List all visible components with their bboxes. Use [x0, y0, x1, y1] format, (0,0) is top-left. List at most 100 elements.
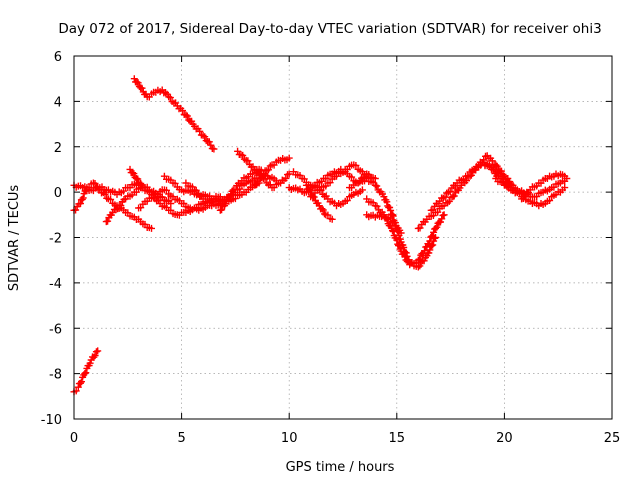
- series-arc-11: [234, 147, 293, 192]
- data-point: [107, 196, 115, 203]
- data-point: [437, 218, 444, 226]
- data-point: [310, 193, 318, 201]
- data-point: [91, 352, 99, 360]
- data-point: [443, 189, 451, 197]
- data-point: [252, 181, 260, 189]
- y-tick-label: 6: [54, 50, 62, 65]
- data-point: [218, 206, 226, 214]
- y-tick-label: 4: [54, 95, 62, 110]
- data-point: [421, 247, 428, 255]
- data-point: [446, 188, 454, 196]
- data-point: [182, 111, 190, 119]
- data-point: [328, 215, 336, 223]
- data-point: [285, 170, 293, 178]
- x-tick-label: 20: [496, 431, 513, 446]
- axis-ticks: [73, 55, 613, 420]
- data-point: [400, 244, 408, 251]
- data-point: [373, 182, 381, 190]
- data-point: [257, 174, 264, 182]
- plot-frame: [73, 55, 613, 420]
- data-point: [244, 157, 252, 165]
- data-point: [79, 194, 87, 202]
- data-point: [138, 84, 146, 92]
- x-tick-label: 5: [177, 431, 185, 446]
- data-point: [183, 112, 191, 120]
- data-point: [373, 202, 381, 210]
- data-point: [321, 210, 328, 218]
- data-point: [302, 181, 310, 189]
- data-point: [225, 193, 233, 201]
- data-markers: [70, 75, 571, 396]
- x-axis-label: GPS time / hours: [286, 460, 395, 475]
- data-point: [285, 154, 293, 162]
- data-point: [94, 347, 102, 355]
- data-point: [433, 223, 441, 231]
- data-point: [383, 198, 391, 206]
- data-point: [561, 172, 569, 180]
- data-point: [78, 378, 85, 386]
- data-point: [104, 217, 112, 225]
- data-point: [112, 206, 120, 214]
- data-point: [205, 138, 213, 146]
- data-point: [416, 224, 424, 232]
- data-point: [207, 141, 215, 149]
- data-point: [265, 166, 272, 174]
- x-tick-label: 15: [389, 431, 406, 446]
- data-point: [166, 94, 174, 102]
- series-arc-18: [363, 195, 448, 269]
- data-point: [489, 166, 497, 174]
- data-point: [352, 162, 360, 169]
- data-point: [282, 174, 290, 182]
- data-point: [148, 224, 155, 232]
- data-point: [395, 242, 403, 250]
- x-tick-label: 25: [604, 431, 621, 446]
- data-point: [414, 256, 422, 264]
- data-point: [163, 186, 170, 194]
- data-point: [445, 197, 453, 205]
- data-point: [387, 207, 395, 214]
- data-point: [426, 237, 434, 245]
- data-point: [86, 359, 94, 367]
- y-tick-labels: -10 -8 -6 -4 -2 0 2 4 6: [41, 50, 62, 428]
- data-point: [117, 201, 125, 209]
- data-point: [77, 379, 84, 387]
- data-point: [305, 186, 313, 193]
- data-point: [306, 187, 314, 195]
- series-arc-1: [70, 347, 102, 396]
- data-point: [343, 197, 351, 204]
- data-point: [389, 227, 396, 235]
- data-point: [196, 127, 204, 135]
- data-point: [201, 133, 209, 141]
- data-point: [405, 258, 412, 265]
- y-tick-label: 2: [54, 141, 62, 156]
- data-point: [202, 137, 210, 145]
- data-point: [318, 205, 326, 213]
- data-point: [72, 206, 80, 214]
- data-point: [390, 218, 398, 226]
- data-point: [81, 370, 89, 378]
- y-tick-label: 0: [54, 186, 62, 201]
- data-point: [389, 228, 397, 235]
- data-point: [82, 369, 90, 377]
- data-point: [397, 229, 405, 237]
- data-point: [546, 197, 554, 204]
- data-point: [234, 147, 242, 155]
- y-tick-label: -8: [49, 368, 62, 383]
- grid: [74, 56, 612, 419]
- series-arc-12: [251, 154, 293, 189]
- data-point: [429, 241, 437, 249]
- data-point: [401, 252, 409, 260]
- y-tick-label: -10: [41, 413, 62, 428]
- data-point: [441, 193, 449, 201]
- data-point: [171, 179, 179, 187]
- series-arc-2: [130, 75, 218, 153]
- data-point: [134, 79, 142, 87]
- data-point: [434, 208, 442, 216]
- series-arc-24: [518, 170, 569, 203]
- data-point: [416, 255, 423, 263]
- x-tick-label: 0: [70, 431, 78, 446]
- data-point: [237, 151, 245, 159]
- data-point: [432, 224, 439, 232]
- data-point: [165, 197, 173, 205]
